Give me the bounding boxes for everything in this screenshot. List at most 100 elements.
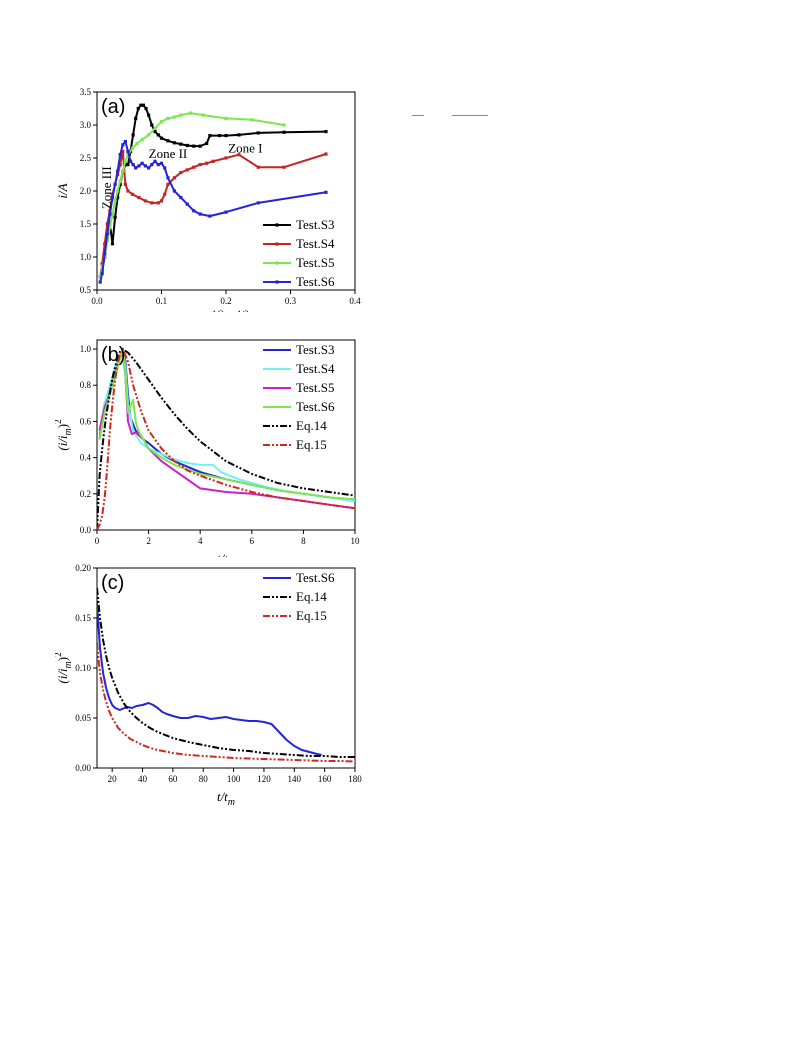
- y-tick-label: 0.20: [75, 563, 91, 573]
- x-tick-label: 2: [146, 536, 151, 546]
- data-point-test-s4: [224, 156, 228, 160]
- data-point-test-s4: [166, 182, 170, 186]
- legend-label-test-s6: Test.S6: [296, 399, 335, 414]
- data-point-test-s6: [134, 166, 138, 170]
- legend-label-test-s4: Test.S4: [296, 236, 335, 251]
- x-tick-label: 10: [351, 536, 361, 546]
- data-point-test-s5: [98, 275, 102, 279]
- x-tick-label: 0.3: [285, 296, 297, 306]
- series-group: [97, 587, 355, 763]
- data-point-test-s3: [185, 143, 189, 148]
- y-tick-label: 0.0: [80, 525, 92, 535]
- data-point-test-s5: [135, 141, 139, 146]
- y-axis-label: (i/im)2: [55, 652, 74, 683]
- x-tick-label: 40: [138, 774, 148, 784]
- series-line-eq-15: [97, 642, 355, 763]
- data-point-test-s5: [140, 137, 144, 142]
- data-point-test-s4: [105, 222, 109, 226]
- data-point-test-s6: [131, 163, 135, 167]
- data-point-test-s6: [105, 232, 109, 236]
- data-point-test-s6: [150, 163, 154, 167]
- data-point-test-s6: [179, 196, 183, 200]
- series-line-test-s4: [99, 150, 327, 277]
- data-point-test-s6: [113, 182, 117, 186]
- data-point-test-s6: [163, 166, 167, 170]
- data-point-test-s6: [147, 166, 151, 170]
- x-tick-label: 100: [227, 774, 241, 784]
- series-line-eq-14: [97, 348, 355, 530]
- data-point-test-s3: [136, 106, 140, 111]
- data-point-test-s3: [159, 136, 164, 140]
- data-point-test-s6: [140, 161, 144, 165]
- data-point-test-s4: [126, 189, 130, 193]
- legend-label-eq-14: Eq.14: [296, 418, 327, 433]
- data-point-test-s3: [150, 123, 154, 127]
- data-point-test-s4: [103, 242, 107, 246]
- y-tick-label: 3.5: [80, 87, 92, 97]
- panel-label: (a): [101, 96, 125, 118]
- data-point-test-s5: [147, 133, 151, 137]
- legend-label-test-s5: Test.S5: [296, 255, 334, 270]
- legend-marker-test-s5: [275, 261, 279, 265]
- data-point-test-s3: [217, 133, 222, 138]
- data-point-test-s5: [201, 113, 206, 117]
- legend-label-eq-14: Eq.14: [296, 589, 327, 604]
- data-point-test-s3: [237, 133, 241, 137]
- legend-label-test-s6: Test.S6: [296, 570, 335, 585]
- legend-label-test-s6: Test.S6: [296, 274, 335, 289]
- y-tick-label: 2.0: [80, 186, 92, 196]
- y-tick-label: 0.15: [75, 613, 91, 623]
- legend-marker-test-s3: [275, 223, 279, 227]
- legend-label-test-s5: Test.S5: [296, 380, 334, 395]
- panel-label: (c): [101, 572, 124, 594]
- panel-label: (b): [101, 344, 125, 366]
- data-point-test-s3: [224, 133, 228, 138]
- stray-line-1: [412, 115, 424, 116]
- legend-label-test-s3: Test.S3: [296, 217, 334, 232]
- annotation-zone-i: Zone I: [228, 141, 262, 156]
- data-point-test-s6: [116, 169, 120, 173]
- y-tick-label: 0.05: [75, 713, 91, 723]
- data-point-test-s5: [118, 179, 122, 183]
- data-point-test-s4: [256, 165, 260, 169]
- y-tick-label: 1.0: [80, 252, 92, 262]
- series-line-test-s6: [97, 602, 322, 756]
- data-point-test-s5: [121, 169, 125, 173]
- data-point-test-s3: [113, 215, 117, 219]
- data-point-test-s4: [198, 163, 202, 167]
- data-point-test-s4: [137, 196, 141, 200]
- x-axis-label: t/tm: [217, 789, 235, 805]
- data-point-test-s3: [192, 144, 196, 148]
- stray-line-2: [452, 115, 488, 116]
- data-point-test-s4: [211, 159, 215, 163]
- data-point-test-s6: [172, 189, 176, 193]
- data-point-test-s5: [250, 118, 254, 122]
- x-tick-label: 0.2: [220, 296, 231, 306]
- x-tick-label: 0.4: [349, 296, 361, 306]
- chart-panel-a: 0.0 0.1 0.2 0.3 0.4 0.5 1.0 1.5 2.0 2.5 3.0 3.5 t−1/…: [55, 82, 375, 326]
- data-point-test-s6: [103, 252, 107, 256]
- data-point-test-s3: [134, 116, 138, 120]
- x-tick-label: 180: [348, 774, 362, 784]
- data-point-test-s6: [324, 190, 328, 194]
- data-point-test-s4: [179, 170, 183, 175]
- y-tick-label: 1.5: [80, 219, 92, 229]
- data-point-test-s6: [108, 212, 112, 216]
- data-point-test-s6: [159, 161, 164, 165]
- data-point-test-s6: [98, 280, 102, 284]
- data-point-test-s4: [163, 192, 167, 196]
- series-group: [97, 348, 355, 530]
- data-point-test-s3: [141, 103, 146, 107]
- data-point-test-s5: [153, 126, 157, 130]
- data-point-test-s3: [256, 131, 260, 135]
- data-point-test-s3: [166, 139, 170, 143]
- chart-svg-c: 20 40 60 80 100 120 140 160 180 0.00 0.05 0.10 0.15 0…: [53, 563, 362, 808]
- series-group: [98, 103, 328, 284]
- data-point-test-s3: [205, 141, 209, 146]
- data-point-test-s5: [224, 116, 228, 120]
- legend-label-eq-15: Eq.15: [296, 608, 327, 623]
- data-point-test-s4: [172, 176, 176, 180]
- data-point-test-s4: [205, 161, 209, 165]
- data-point-test-s6: [192, 209, 196, 213]
- data-point-test-s3: [198, 144, 202, 148]
